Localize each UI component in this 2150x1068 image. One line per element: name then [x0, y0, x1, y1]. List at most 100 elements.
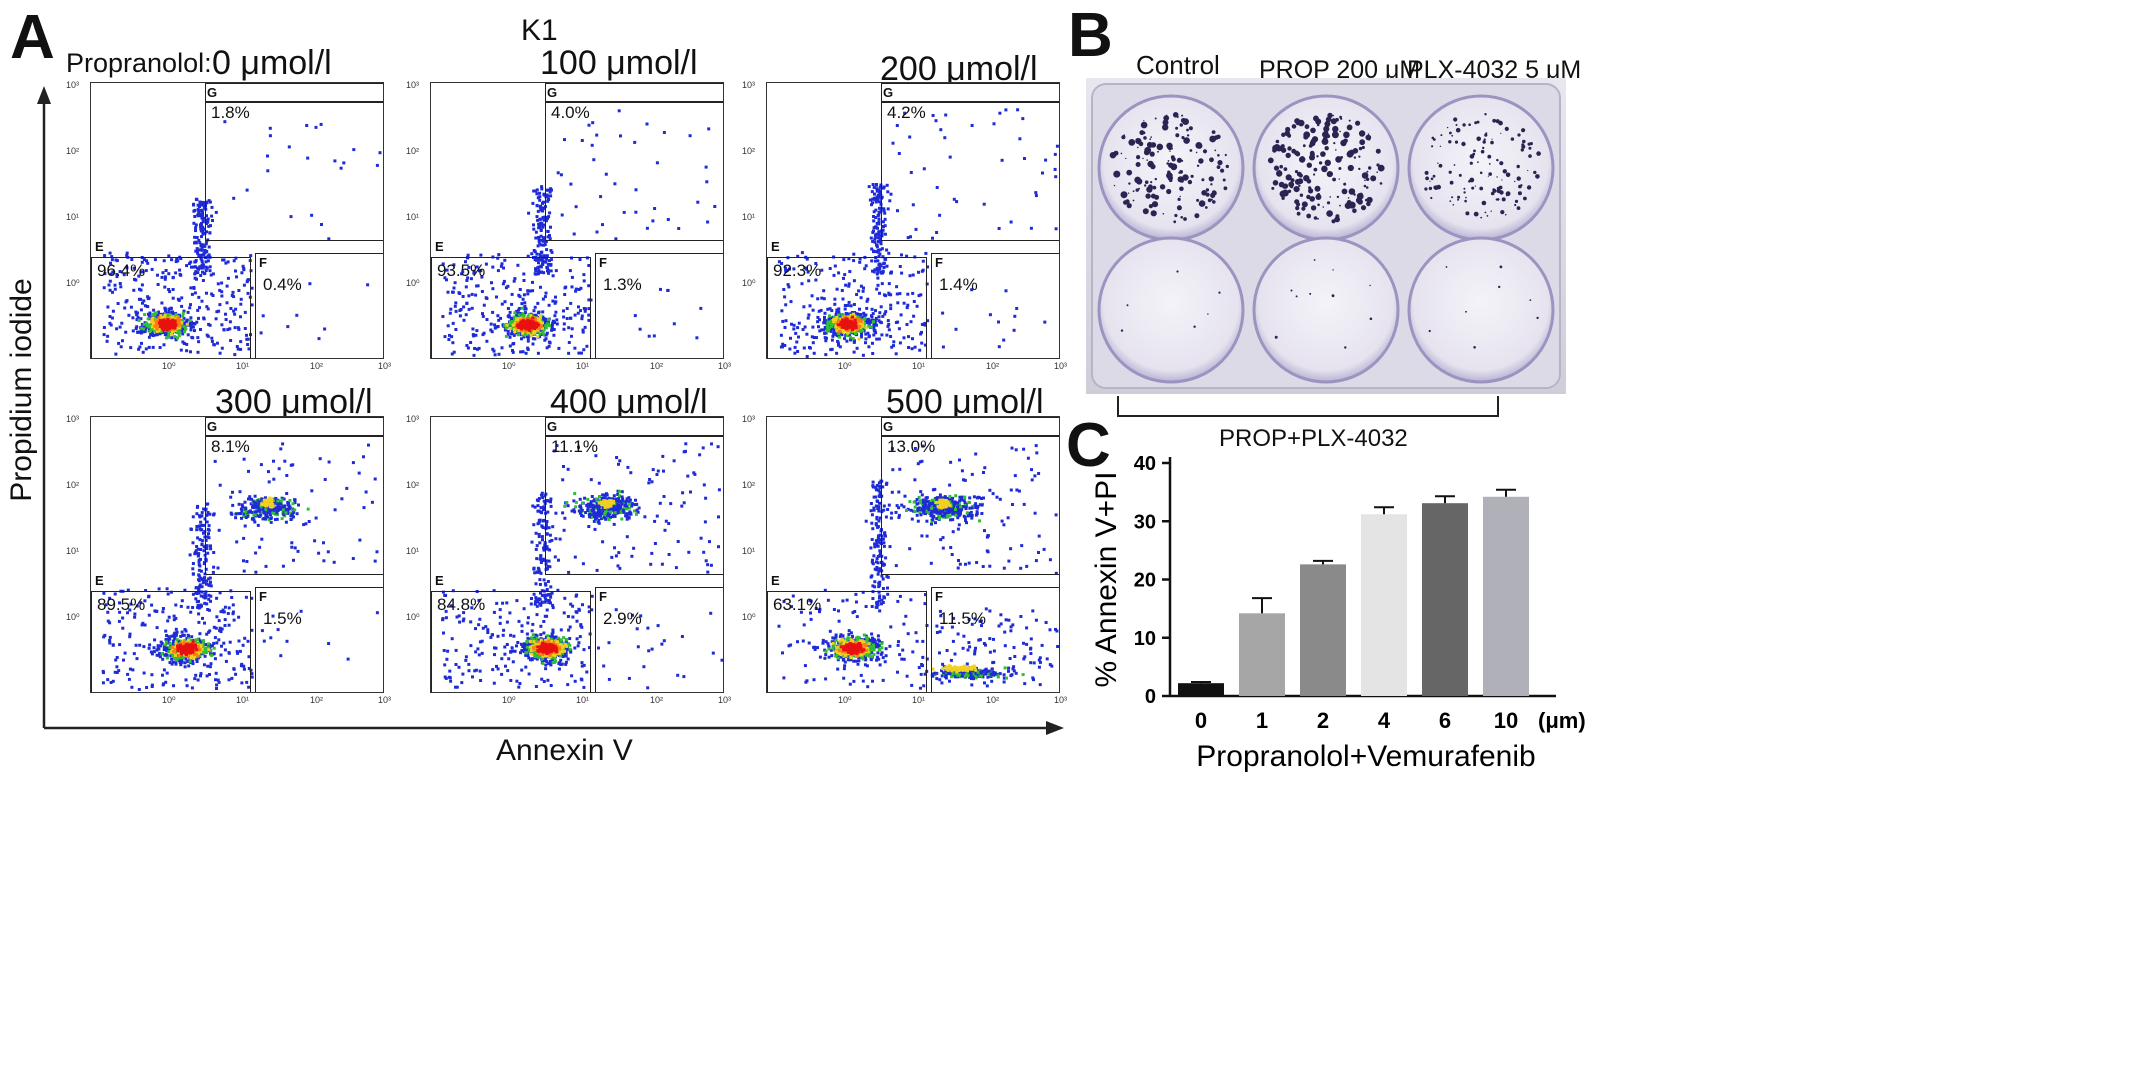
event-dot: [534, 267, 537, 271]
event-dot: [1055, 144, 1059, 148]
event-dot: [592, 158, 596, 162]
event-dot: [168, 290, 172, 294]
event-dot: [923, 343, 927, 347]
event-dot: [655, 161, 659, 165]
gate-g: [881, 101, 1059, 241]
event-dot: [508, 335, 512, 339]
event-dot: [786, 283, 790, 287]
event-dot: [107, 283, 111, 287]
event-dot: [206, 511, 210, 514]
event-dot: [249, 668, 253, 672]
event-dot: [514, 329, 518, 333]
event-dot: [879, 183, 883, 187]
event-dot: [118, 643, 122, 647]
event-dot: [549, 194, 553, 198]
event-dot: [841, 324, 845, 328]
event-dot: [874, 235, 878, 239]
y-tick-label: 10²: [406, 146, 420, 156]
event-dot: [835, 287, 839, 291]
event-dot: [232, 618, 236, 622]
event-dot: [829, 322, 833, 326]
event-dot: [246, 639, 250, 643]
event-dot: [305, 124, 309, 127]
event-dot: [115, 656, 119, 659]
event-dot: [441, 315, 445, 318]
event-dot: [925, 282, 929, 286]
event-dot: [541, 201, 544, 205]
event-dot: [165, 328, 169, 332]
event-dot: [173, 328, 177, 332]
event-dot: [108, 315, 112, 318]
event-dot: [859, 296, 863, 300]
event-dot: [573, 313, 577, 317]
event-dot: [521, 317, 525, 321]
event-dot: [449, 307, 453, 311]
event-dot: [202, 523, 206, 527]
event-dot: [882, 293, 886, 297]
event-dot: [780, 262, 784, 265]
gate-e: [767, 257, 927, 358]
event-dot: [163, 277, 167, 281]
event-dot: [198, 524, 202, 528]
event-dot: [214, 671, 218, 675]
event-dot: [149, 333, 153, 336]
event-dot: [188, 306, 192, 310]
event-dot: [282, 506, 286, 510]
event-dot: [921, 259, 925, 263]
event-dot: [532, 189, 536, 193]
event-dot: [206, 238, 210, 242]
event-dot: [504, 334, 508, 338]
event-dot: [544, 337, 548, 341]
event-dot: [196, 350, 200, 354]
event-dot: [185, 349, 189, 353]
event-dot: [547, 303, 551, 307]
gate-e-letter: E: [435, 239, 444, 254]
event-dot: [526, 348, 530, 351]
event-dot: [234, 256, 238, 260]
event-dot: [205, 250, 209, 253]
event-dot: [537, 269, 541, 272]
event-dot: [148, 329, 152, 333]
event-dot: [196, 271, 200, 275]
event-dot: [154, 311, 158, 315]
event-dot: [445, 278, 448, 282]
event-dot: [884, 310, 888, 314]
event-dot: [835, 324, 838, 328]
x-tick-label: 10⁰: [838, 361, 852, 371]
panel-a-label: A: [10, 3, 55, 72]
event-dot: [158, 346, 162, 349]
event-dot: [784, 269, 788, 273]
event-dot: [554, 310, 558, 314]
event-dot: [846, 303, 850, 307]
event-dot: [539, 234, 543, 238]
event-dot: [285, 492, 289, 495]
event-dot: [104, 603, 108, 607]
event-dot: [295, 313, 299, 317]
event-dot: [171, 321, 175, 325]
event-dot: [205, 502, 209, 506]
event-dot: [810, 294, 814, 298]
event-dot: [135, 657, 139, 661]
event-dot: [237, 512, 241, 516]
event-dot: [156, 273, 159, 277]
event-dot: [857, 322, 861, 326]
concentration-label: 200 μmol/l: [880, 50, 1038, 88]
event-dot: [147, 613, 151, 617]
event-dot: [191, 592, 195, 596]
event-dot: [464, 285, 468, 289]
event-dot: [165, 587, 169, 591]
event-dot: [536, 351, 540, 355]
event-dot: [147, 314, 151, 318]
event-dot: [147, 325, 151, 329]
event-dot: [147, 345, 151, 349]
event-dot: [180, 304, 184, 308]
event-dot: [191, 567, 195, 571]
event-dot: [521, 297, 525, 301]
event-dot: [879, 242, 883, 246]
event-dot: [873, 329, 877, 333]
event-dot: [175, 331, 179, 334]
event-dot: [124, 330, 128, 334]
event-dot: [881, 255, 885, 259]
event-dot: [523, 324, 527, 328]
event-dot: [144, 347, 148, 351]
